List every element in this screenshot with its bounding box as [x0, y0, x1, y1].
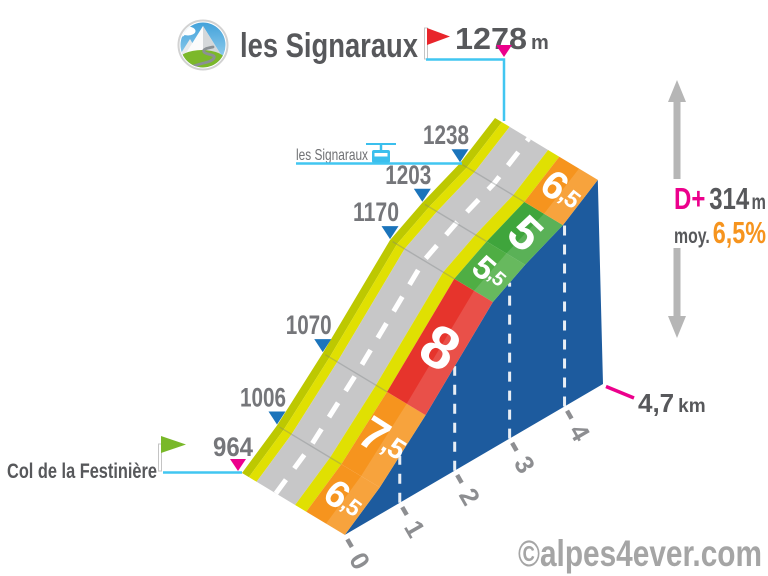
- start-block: Col de la Festinière 964: [7, 432, 253, 483]
- elevation-marker-label: 1203: [385, 160, 431, 190]
- flag-pole: [158, 443, 162, 472]
- summit-flag-icon: [427, 28, 450, 45]
- km-tick-label: 1: [398, 515, 431, 543]
- mid-station-block: les Signaraux: [296, 143, 462, 165]
- elevation-marker-triangle: [413, 188, 431, 202]
- gradient-segment: [387, 278, 493, 416]
- km-gridlines: [398, 222, 567, 503]
- summit-callout-line: [426, 58, 506, 121]
- gradient-segment: [341, 391, 426, 488]
- elevation-marker-triangle: [451, 149, 469, 163]
- km-tick: [345, 538, 354, 549]
- km-tick-label: 0: [343, 547, 376, 575]
- elevation-marker-label: 1170: [353, 197, 399, 227]
- road-layer: [242, 118, 502, 478]
- elevation-marker-label: 1238: [423, 120, 469, 150]
- elevation-marker-label: 1006: [240, 383, 286, 413]
- watermark: ©alpes4ever.com: [518, 533, 762, 574]
- summit-block: les Signaraux 1278 m: [177, 19, 549, 121]
- profile-front-face: [344, 179, 603, 535]
- gradient-segment-sheen: [406, 290, 493, 416]
- arrow-up-icon: [668, 80, 686, 102]
- start-point-marker: [230, 459, 246, 471]
- elevation-marker-label: 1070: [286, 310, 332, 340]
- elevation-marker-triangle: [268, 411, 286, 425]
- gradient-segment-sheen: [474, 253, 526, 302]
- road-joint-line: [462, 164, 525, 203]
- gradient-segment-sheen: [326, 476, 380, 535]
- km-tick: [400, 506, 409, 517]
- km-tick-label: 3: [508, 451, 541, 479]
- mountain-icon: [203, 26, 223, 58]
- start-elevation: 964: [213, 432, 253, 462]
- distance-line: [605, 384, 635, 400]
- start-name: Col de la Festinière: [7, 460, 157, 483]
- road-joint-line: [392, 241, 455, 280]
- gradient-segment-sheen: [544, 168, 598, 226]
- km-tick: [565, 409, 574, 420]
- road-layer: [248, 122, 510, 482]
- gradient-segment: [306, 464, 380, 535]
- km-tick: [455, 473, 464, 484]
- profile-face-polygon: [344, 179, 603, 535]
- start-flag-icon: [161, 436, 186, 453]
- elevation-marker-triangle: [381, 226, 399, 240]
- road-ribbon: [242, 118, 560, 512]
- km-tick-label: 4: [563, 419, 596, 447]
- summit-elevation: 1278 m: [455, 21, 549, 56]
- road-layer: [295, 150, 560, 512]
- km-tick-label: 2: [453, 483, 486, 511]
- gradient-segment-sheen: [506, 213, 563, 265]
- elevation-markers: 1006 1070 1170 1203 1238: [240, 120, 469, 425]
- road-joint-line: [324, 354, 388, 393]
- total-distance: 4,7 km: [638, 388, 706, 418]
- mountain-logo: [177, 19, 229, 71]
- arrow-down-icon: [668, 316, 686, 338]
- gradient-segment: [486, 201, 563, 265]
- summit-point-marker: [496, 45, 512, 57]
- elevation-marker-triangle: [314, 339, 332, 353]
- page-title: les Signaraux: [240, 27, 418, 65]
- mid-station-name: les Signaraux: [296, 147, 368, 164]
- logo-art: [180, 22, 226, 68]
- road-joint-line: [424, 203, 487, 243]
- distance-block: 4,7 km: [605, 384, 706, 418]
- cable-car-icon: [366, 143, 396, 163]
- logo-road: [186, 45, 216, 68]
- km-tick: [510, 441, 519, 452]
- gradient-segment-sheen: [361, 403, 426, 488]
- gradient-segment: [454, 241, 526, 302]
- road-joint-line: [279, 426, 342, 465]
- gradient-segment: [524, 156, 598, 226]
- road-center-dashes: [273, 136, 531, 495]
- road-layer: [256, 126, 549, 506]
- avg-gradient-stat: moy.6,5%: [674, 215, 766, 250]
